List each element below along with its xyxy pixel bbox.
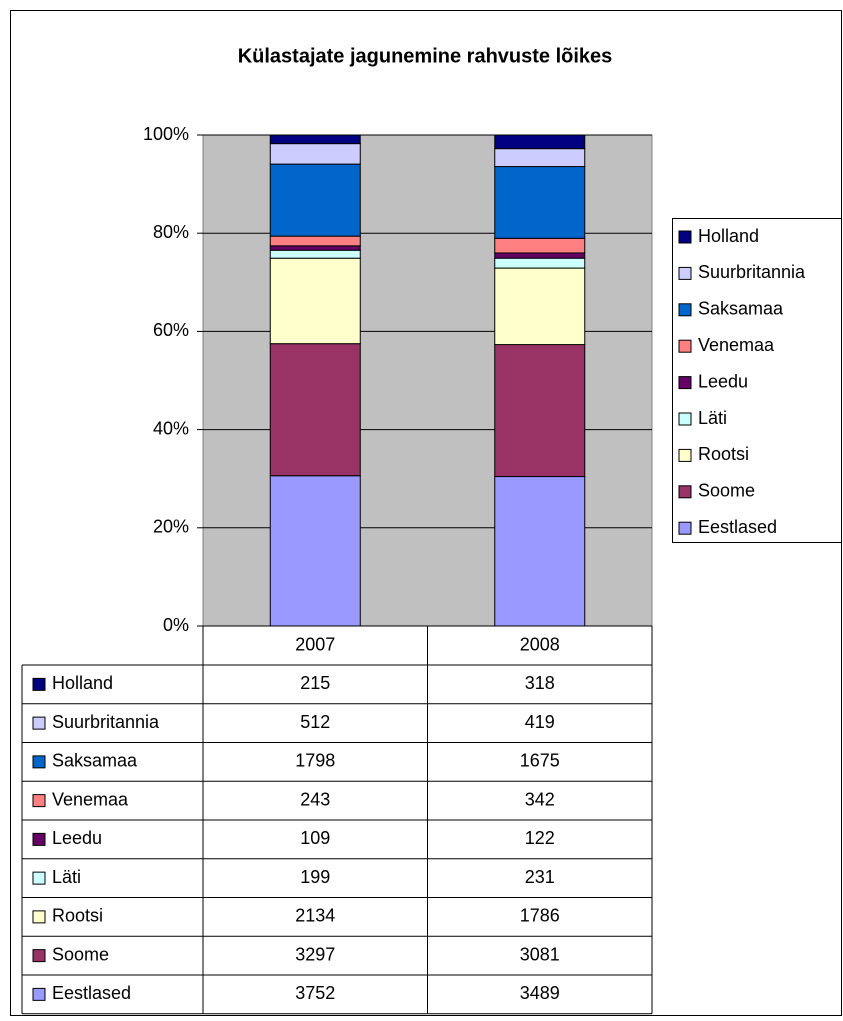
bar-segment xyxy=(269,343,361,477)
x-tick-label: 2008 xyxy=(520,634,560,654)
table-swatch xyxy=(32,755,46,769)
y-tick-label: 0% xyxy=(163,615,189,635)
y-tick-label: 20% xyxy=(153,517,189,537)
table-swatch xyxy=(32,716,46,730)
bar-segment xyxy=(494,148,586,168)
chart-title: Külastajate jagunemine rahvuste lõikes xyxy=(238,45,613,67)
table-cell: 1798 xyxy=(295,751,335,771)
table-row-label: Läti xyxy=(52,867,81,887)
table-cell: 318 xyxy=(525,673,555,693)
x-tick-label: 2007 xyxy=(295,634,335,654)
table-cell: 3752 xyxy=(295,983,335,1003)
table-row-label: Eestlased xyxy=(52,983,131,1003)
table-swatch xyxy=(32,910,46,924)
legend-swatch xyxy=(678,376,692,390)
bar-segment xyxy=(494,476,586,627)
legend-label: Leedu xyxy=(698,371,748,391)
legend-label: Läti xyxy=(698,408,727,428)
legend-swatch xyxy=(678,339,692,353)
legend-swatch xyxy=(678,230,692,244)
table-cell: 3489 xyxy=(520,983,560,1003)
table-cell: 2134 xyxy=(295,906,335,926)
y-tick-label: 80% xyxy=(153,222,189,242)
table-cell: 512 xyxy=(300,712,330,732)
legend-swatch xyxy=(678,485,692,499)
bar-segment xyxy=(494,134,586,150)
bar-segment xyxy=(269,475,361,627)
table-swatch xyxy=(32,794,46,808)
table-cell: 1786 xyxy=(520,906,560,926)
table-swatch xyxy=(32,949,46,963)
bar-segment xyxy=(269,257,361,345)
bar-segment xyxy=(269,249,361,259)
table-row-label: Suurbritannia xyxy=(52,712,160,732)
legend-label: Saksamaa xyxy=(698,299,784,319)
table-cell: 231 xyxy=(525,867,555,887)
table-cell: 1675 xyxy=(520,751,560,771)
table-cell: 122 xyxy=(525,828,555,848)
legend-label: Rootsi xyxy=(698,444,749,464)
table-row-label: Holland xyxy=(52,673,113,693)
table-cell: 243 xyxy=(300,789,330,809)
legend-box xyxy=(672,218,842,543)
y-tick-label: 100% xyxy=(143,124,189,144)
table-cell: 199 xyxy=(300,867,330,887)
bar-segment xyxy=(494,267,586,346)
bar-segment xyxy=(494,252,586,259)
y-tick-label: 40% xyxy=(153,418,189,438)
table-cell: 215 xyxy=(300,673,330,693)
bar-segment xyxy=(269,245,361,251)
bar-segment xyxy=(494,344,586,478)
table-swatch xyxy=(32,677,46,691)
bar-segment xyxy=(269,143,361,165)
table-row-label: Saksamaa xyxy=(52,751,138,771)
table-cell: 109 xyxy=(300,828,330,848)
bar-segment xyxy=(494,166,586,239)
bar-segment xyxy=(269,163,361,237)
table-cell: 3081 xyxy=(520,944,560,964)
table-cell: 419 xyxy=(525,712,555,732)
legend-swatch xyxy=(678,448,692,462)
table-cell: 3297 xyxy=(295,944,335,964)
legend-swatch xyxy=(678,521,692,535)
legend-label: Eestlased xyxy=(698,517,777,537)
legend-swatch xyxy=(678,412,692,426)
bar-segment xyxy=(494,257,586,269)
table-swatch xyxy=(32,832,46,846)
table-cell: 342 xyxy=(525,789,555,809)
legend-label: Holland xyxy=(698,226,759,246)
table-row-label: Soome xyxy=(52,944,109,964)
table-swatch xyxy=(32,871,46,885)
legend-label: Suurbritannia xyxy=(698,262,806,282)
table-row-label: Rootsi xyxy=(52,906,103,926)
table-row-label: Leedu xyxy=(52,828,102,848)
bar-segment xyxy=(269,134,361,145)
legend-label: Venemaa xyxy=(698,335,775,355)
bar-segment xyxy=(494,237,586,254)
legend-swatch xyxy=(678,303,692,317)
legend-swatch xyxy=(678,266,692,280)
table-row-label: Venemaa xyxy=(52,789,129,809)
legend-label: Soome xyxy=(698,481,755,501)
y-tick-label: 60% xyxy=(153,320,189,340)
table-swatch xyxy=(32,987,46,1001)
bar-segment xyxy=(269,235,361,247)
